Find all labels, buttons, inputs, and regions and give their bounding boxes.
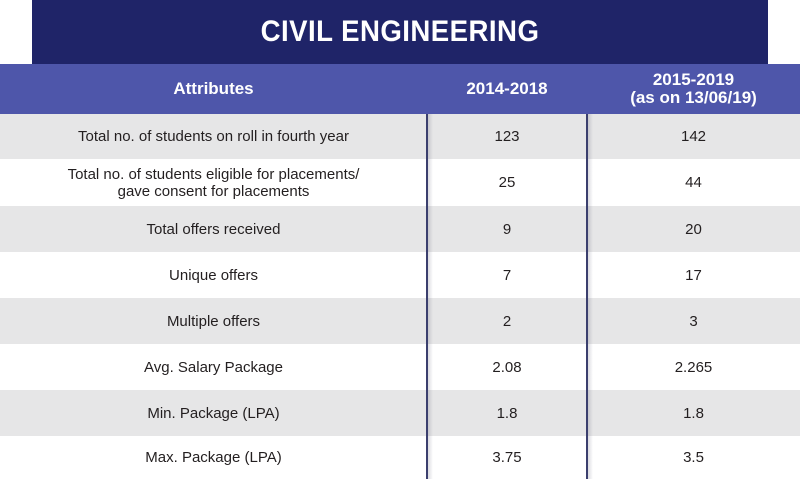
attribute-cell-line1: Total no. of students eligible for place… (67, 165, 360, 183)
column-divider (586, 114, 588, 479)
table-row: Total no. of students on roll in fourth … (0, 114, 800, 159)
header-2015-2019-label: 2015-2019 (652, 70, 735, 89)
value-2014-2018: 9 (502, 220, 512, 238)
table-header: Attributes 2014-2018 2015-2019 (as on 13… (0, 64, 800, 114)
table-row: Avg. Salary Package 2.08 2.265 (0, 344, 800, 390)
table-row: Min. Package (LPA) 1.8 1.8 (0, 390, 800, 436)
header-2015-2019-note: (as on 13/06/19) (630, 88, 757, 107)
attribute-cell: Total offers received (146, 220, 281, 238)
value-2014-2018: 2 (502, 312, 512, 330)
header-2015-2019: 2015-2019 (as on 13/06/19) (587, 64, 800, 114)
value-2014-2018: 2.08 (492, 358, 522, 376)
placement-table: Attributes 2014-2018 2015-2019 (as on 13… (0, 64, 800, 479)
table-row: Total offers received 9 20 (0, 206, 800, 252)
attribute-cell: Total no. of students eligible for place… (0, 159, 427, 206)
column-divider-shadow (428, 114, 433, 479)
attribute-cell: Min. Package (LPA) (147, 404, 280, 422)
table-row: Total no. of students eligible for place… (0, 159, 800, 206)
value-2015-2019: 20 (685, 220, 702, 238)
attribute-cell: Multiple offers (166, 312, 261, 330)
value-2014-2018: 3.75 (492, 449, 522, 466)
value-2015-2019: 3.5 (683, 449, 704, 466)
attribute-cell: Total no. of students on roll in fourth … (78, 128, 349, 145)
value-2015-2019: 2.265 (674, 358, 713, 376)
table-row: Unique offers 7 17 (0, 252, 800, 298)
header-2014-2018: 2014-2018 (427, 64, 587, 114)
value-2015-2019: 1.8 (683, 404, 704, 422)
value-2015-2019: 3 (689, 312, 698, 330)
attribute-cell: Unique offers (169, 266, 258, 284)
attribute-cell-line2: gave consent for placements (117, 182, 310, 200)
attribute-cell: Max. Package (LPA) (145, 449, 282, 466)
header-attributes-label: Attributes (173, 79, 254, 98)
header-2014-2018-label: 2014-2018 (466, 79, 548, 98)
value-2015-2019: 142 (680, 128, 707, 145)
value-2014-2018: 25 (498, 174, 516, 191)
table-row: Multiple offers 2 3 (0, 298, 800, 344)
column-divider (426, 114, 428, 479)
value-2015-2019: 44 (685, 174, 702, 191)
value-2014-2018: 7 (502, 266, 512, 284)
page-title: CIVIL ENGINEERING (32, 0, 768, 64)
value-2015-2019: 17 (685, 266, 702, 284)
table-row: Max. Package (LPA) 3.75 3.5 (0, 436, 800, 479)
value-2014-2018: 123 (494, 128, 520, 145)
column-divider-shadow (588, 114, 593, 479)
attribute-cell: Avg. Salary Package (144, 358, 283, 376)
value-2014-2018: 1.8 (496, 404, 518, 422)
header-attributes: Attributes (0, 64, 427, 114)
